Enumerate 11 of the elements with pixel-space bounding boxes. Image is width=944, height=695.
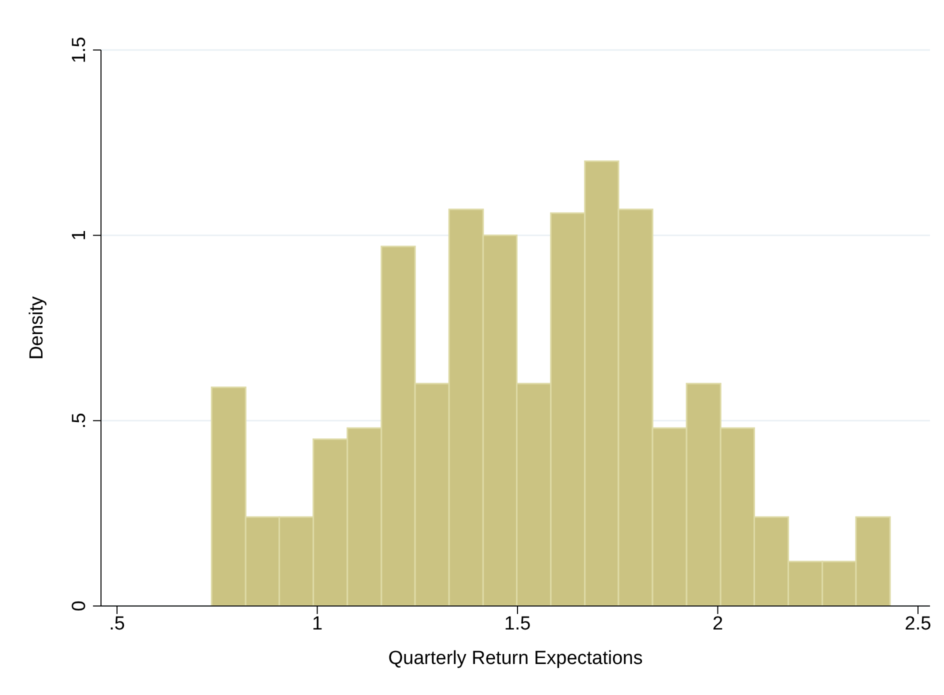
y-axis-title: Density bbox=[26, 296, 48, 360]
x-tick-label: .5 bbox=[109, 613, 125, 634]
y-tick-label: 1 bbox=[69, 230, 90, 241]
x-axis-title: Quarterly Return Expectations bbox=[388, 648, 643, 669]
x-tick-label: 1 bbox=[312, 613, 323, 634]
y-tick-label: 1.5 bbox=[69, 36, 90, 64]
x-tick-label: 2.5 bbox=[904, 613, 932, 634]
y-tick-label: .5 bbox=[69, 412, 90, 429]
y-tick-label: 0 bbox=[69, 600, 90, 612]
x-tick-label: 1.5 bbox=[504, 613, 531, 634]
x-tick-label: 2 bbox=[712, 613, 724, 634]
